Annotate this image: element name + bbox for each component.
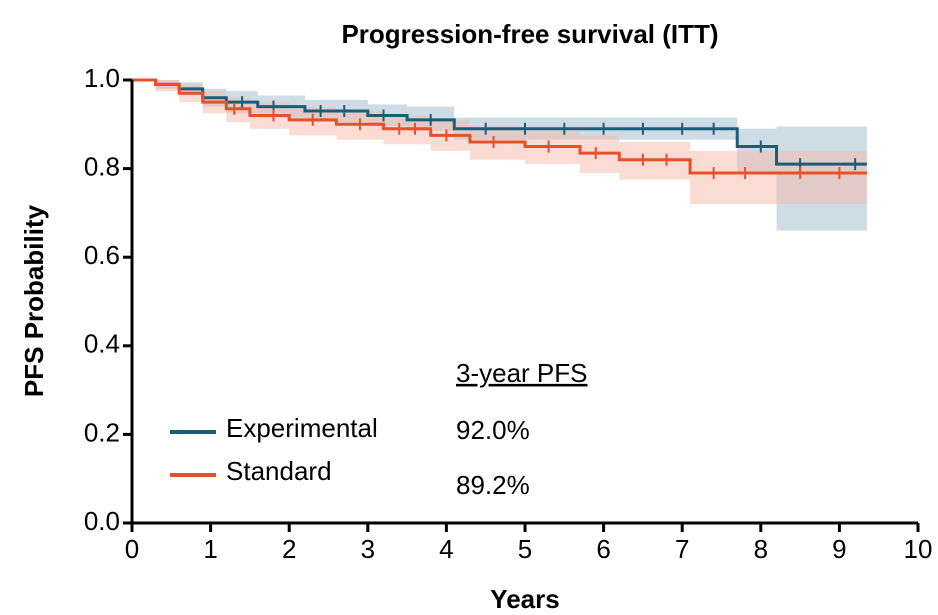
legend-label: Experimental	[226, 413, 378, 443]
y-tick-label: 0.0	[84, 506, 120, 536]
x-tick-label: 7	[675, 534, 689, 564]
annotation-value: 92.0%	[456, 415, 530, 445]
chart-title: Progression-free survival (ITT)	[341, 19, 718, 49]
y-axis-label: PFS Probability	[19, 204, 49, 397]
x-tick-label: 0	[125, 534, 139, 564]
legend-label: Standard	[226, 456, 332, 486]
x-tick-label: 3	[361, 534, 375, 564]
x-tick-label: 4	[439, 534, 453, 564]
annotation-value: 89.2%	[456, 470, 530, 500]
x-tick-label: 10	[904, 534, 933, 564]
y-tick-label: 0.4	[84, 329, 120, 359]
y-tick-label: 0.6	[84, 240, 120, 270]
x-tick-label: 1	[203, 534, 217, 564]
x-tick-label: 5	[518, 534, 532, 564]
x-tick-label: 8	[754, 534, 768, 564]
annotation-title: 3-year PFS	[456, 358, 588, 388]
y-tick-label: 0.2	[84, 417, 120, 447]
y-tick-label: 1.0	[84, 63, 120, 93]
x-axis-label: Years	[490, 584, 559, 614]
x-tick-label: 2	[282, 534, 296, 564]
x-tick-label: 9	[832, 534, 846, 564]
y-tick-label: 0.8	[84, 151, 120, 181]
x-tick-label: 6	[596, 534, 610, 564]
